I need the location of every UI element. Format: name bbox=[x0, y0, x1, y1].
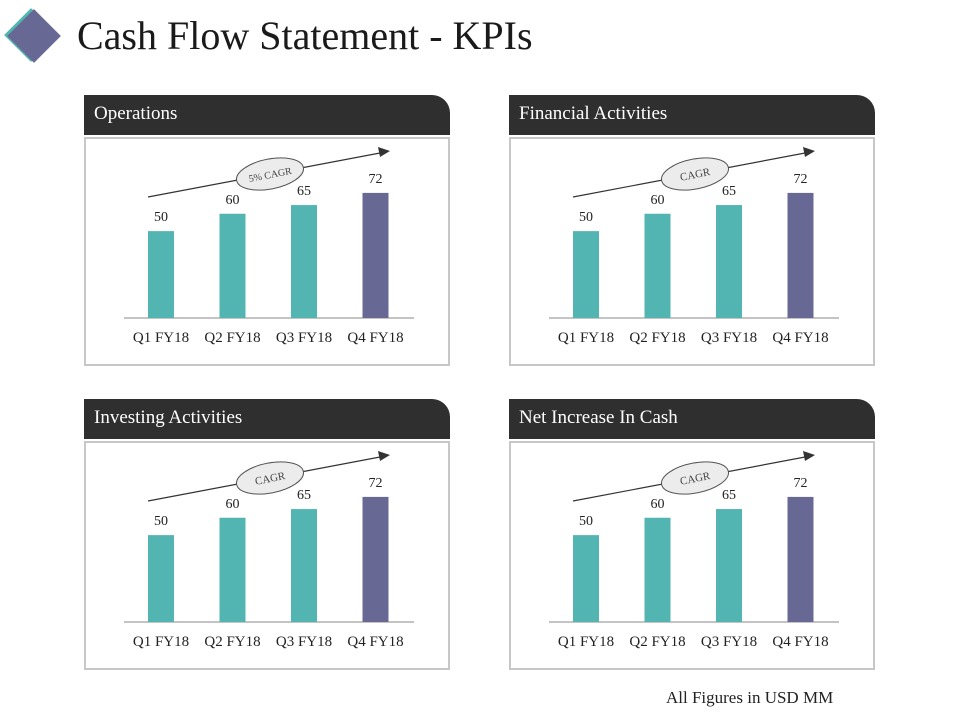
tick-label: Q1 FY18 bbox=[558, 634, 614, 650]
bar-q2-fy18 bbox=[644, 213, 671, 318]
bar-chart: CAGR 50 Q1 FY18 60 Q2 FY18 65 Q3 FY18 72 Q4 FY18 bbox=[549, 147, 839, 346]
tick-label: Q3 FY18 bbox=[276, 330, 332, 346]
bar-q1-fy18 bbox=[148, 535, 174, 622]
data-label: 65 bbox=[297, 488, 311, 503]
data-label: 50 bbox=[154, 514, 168, 529]
panel-financial-activities: Financial Activities CAGR 50 Q1 FY18 60 Q2 F… bbox=[509, 95, 875, 366]
data-label: 50 bbox=[579, 210, 593, 225]
bar-q3-fy18 bbox=[716, 205, 742, 318]
tick-label: Q2 FY18 bbox=[629, 634, 685, 650]
arrow-head-icon bbox=[378, 451, 390, 461]
data-label: 72 bbox=[794, 172, 808, 187]
bar-q4-fy18 bbox=[787, 496, 814, 622]
tick-label: Q3 FY18 bbox=[276, 634, 332, 650]
bar-q2-fy18 bbox=[219, 517, 246, 622]
arrow-head-icon bbox=[803, 147, 815, 157]
diamond-logo-icon bbox=[4, 8, 61, 63]
page-title: Cash Flow Statement - KPIs bbox=[77, 13, 533, 58]
data-label: 60 bbox=[651, 193, 665, 208]
bar-q3-fy18 bbox=[716, 509, 742, 622]
cagr-label: CAGR bbox=[679, 166, 712, 184]
data-label: 60 bbox=[226, 497, 240, 512]
bar-q3-fy18 bbox=[291, 205, 317, 318]
bar-q3-fy18 bbox=[291, 509, 317, 622]
bar-q4-fy18 bbox=[362, 192, 389, 318]
panel-investing-activities: Investing Activities CAGR 50 Q1 FY18 60 Q2 F… bbox=[84, 399, 450, 670]
chart-area: 5% CAGR 50 Q1 FY18 60 Q2 FY18 65 Q3 FY18 72 Q4 F… bbox=[84, 137, 450, 366]
footnote: All Figures in USD MM bbox=[666, 688, 834, 707]
bar-q1-fy18 bbox=[573, 231, 599, 318]
tick-label: Q4 FY18 bbox=[347, 634, 403, 650]
arrow-head-icon bbox=[803, 451, 815, 461]
tick-label: Q4 FY18 bbox=[772, 634, 828, 650]
arrow-head-icon bbox=[378, 147, 390, 157]
bar-q2-fy18 bbox=[219, 213, 246, 318]
cagr-badge-ellipse bbox=[236, 461, 304, 495]
tick-label: Q4 FY18 bbox=[772, 330, 828, 346]
cagr-badge: CAGR bbox=[661, 461, 729, 495]
data-label: 60 bbox=[651, 497, 665, 512]
bar-q4-fy18 bbox=[787, 192, 814, 318]
tick-label: Q2 FY18 bbox=[204, 330, 260, 346]
bar-chart: 5% CAGR 50 Q1 FY18 60 Q2 FY18 65 Q3 FY18 72 Q4 F… bbox=[124, 147, 414, 346]
bar-chart: CAGR 50 Q1 FY18 60 Q2 FY18 65 Q3 FY18 72 Q4 FY18 bbox=[549, 451, 839, 650]
cagr-badge: CAGR bbox=[661, 157, 729, 191]
tick-label: Q1 FY18 bbox=[133, 634, 189, 650]
chart-area: CAGR 50 Q1 FY18 60 Q2 FY18 65 Q3 FY18 72 Q4 FY18 bbox=[84, 441, 450, 670]
tick-label: Q1 FY18 bbox=[558, 330, 614, 346]
tick-label: Q3 FY18 bbox=[701, 634, 757, 650]
cagr-badge-ellipse bbox=[236, 157, 304, 191]
cagr-badge-ellipse bbox=[661, 157, 729, 191]
data-label: 72 bbox=[369, 172, 383, 187]
data-label: 50 bbox=[579, 514, 593, 529]
data-label: 60 bbox=[226, 193, 240, 208]
panel-net-increase-in-cash: Net Increase In Cash CAGR 50 Q1 FY18 60 Q2 F… bbox=[509, 399, 875, 670]
chart-area: CAGR 50 Q1 FY18 60 Q2 FY18 65 Q3 FY18 72 Q4 FY18 bbox=[509, 137, 875, 366]
bar-q4-fy18 bbox=[362, 496, 389, 622]
cagr-badge: CAGR bbox=[236, 461, 304, 495]
bar-q1-fy18 bbox=[148, 231, 174, 318]
data-label: 65 bbox=[297, 184, 311, 199]
cagr-badge-ellipse bbox=[661, 461, 729, 495]
panel-operations: Operations 5% CAGR 50 Q1 FY18 60 Q2 FY18 65 Q3… bbox=[84, 95, 450, 366]
panel-header: Operations bbox=[84, 95, 450, 135]
tick-label: Q3 FY18 bbox=[701, 330, 757, 346]
bar-q2-fy18 bbox=[644, 517, 671, 622]
bar-q1-fy18 bbox=[573, 535, 599, 622]
data-label: 72 bbox=[794, 476, 808, 491]
tick-label: Q4 FY18 bbox=[347, 330, 403, 346]
cagr-label: CAGR bbox=[254, 470, 287, 488]
tick-label: Q2 FY18 bbox=[629, 330, 685, 346]
cagr-badge: 5% CAGR bbox=[236, 157, 304, 191]
panel-header: Net Increase In Cash bbox=[509, 399, 875, 439]
tick-label: Q2 FY18 bbox=[204, 634, 260, 650]
data-label: 50 bbox=[154, 210, 168, 225]
data-label: 65 bbox=[722, 184, 736, 199]
cagr-label: CAGR bbox=[679, 470, 712, 488]
panel-header: Financial Activities bbox=[509, 95, 875, 135]
bar-chart: CAGR 50 Q1 FY18 60 Q2 FY18 65 Q3 FY18 72 Q4 FY18 bbox=[124, 451, 414, 650]
panel-header: Investing Activities bbox=[84, 399, 450, 439]
tick-label: Q1 FY18 bbox=[133, 330, 189, 346]
chart-area: CAGR 50 Q1 FY18 60 Q2 FY18 65 Q3 FY18 72 Q4 FY18 bbox=[509, 441, 875, 670]
data-label: 72 bbox=[369, 476, 383, 491]
data-label: 65 bbox=[722, 488, 736, 503]
